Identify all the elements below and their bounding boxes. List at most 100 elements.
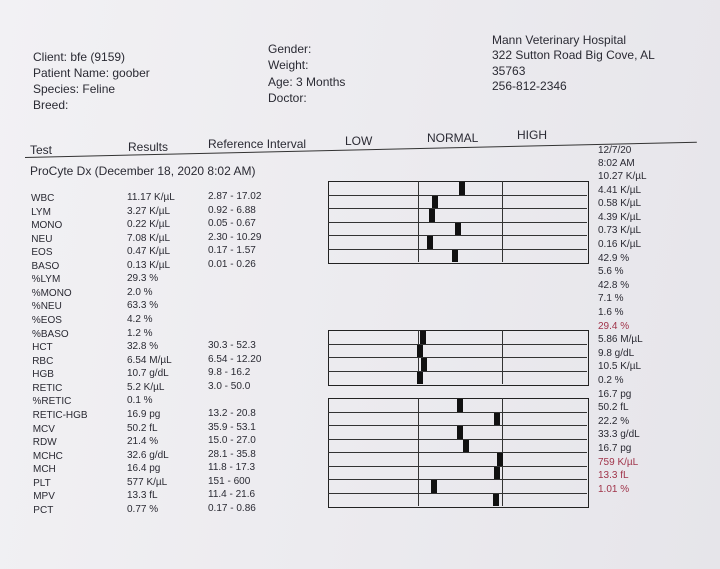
previous-value: 5.86 M/µL	[598, 334, 643, 346]
test-name: MONO	[31, 220, 63, 232]
reference-range: 0.92 - 6.88	[208, 204, 256, 216]
test-name: WBC	[31, 193, 55, 204]
col-test: Test	[30, 143, 53, 157]
previous-value: 50.2 fL	[598, 402, 629, 414]
result-marker	[417, 344, 423, 358]
previous-value: 10.5 K/µL	[598, 361, 642, 373]
graph-row-line	[328, 221, 587, 223]
test-name: PLT	[33, 477, 51, 489]
test-name: MCV	[32, 423, 55, 435]
result: 0.1 %	[127, 395, 153, 407]
result-marker	[417, 371, 423, 385]
range-graph	[328, 330, 589, 387]
previous-value: 0.16 K/µL	[598, 239, 642, 250]
result: 3.27 K/µL	[127, 205, 171, 217]
previous-time: 8:02 AM	[598, 158, 635, 169]
test-name: %BASO	[32, 328, 69, 340]
client: Client: bfe (9159)	[33, 50, 126, 64]
col-results: Results	[128, 140, 169, 154]
test-name: NEU	[31, 233, 53, 245]
test-name: %RETIC	[32, 396, 72, 408]
breed: Breed:	[33, 98, 69, 112]
test-name: PCT	[33, 504, 54, 516]
test-name: HGB	[32, 369, 54, 381]
result: 6.54 M/µL	[127, 354, 172, 366]
result: 577 K/µL	[127, 476, 168, 488]
result-marker	[431, 480, 437, 493]
graph-row-line	[328, 452, 587, 454]
previous-value: 42.8 %	[598, 279, 630, 291]
reference-range: 0.01 - 0.26	[208, 258, 256, 270]
clinic-address: 322 Sutton Road Big Cove, AL	[492, 48, 655, 62]
previous-value: 16.7 pg	[598, 388, 632, 400]
previous-value: 33.3 g/dL	[598, 429, 640, 441]
test-name: RDW	[32, 437, 57, 449]
graph-row-line	[328, 194, 587, 196]
age: Age: 3 Months	[268, 75, 346, 89]
graph-row-line	[328, 248, 587, 250]
result: 63.3 %	[127, 300, 159, 312]
previous-value: 4.39 K/µL	[598, 211, 642, 223]
graph-row-line	[328, 343, 587, 345]
test-name: %NEU	[31, 301, 62, 313]
result: 0.13 K/µL	[127, 259, 171, 271]
graph-row-line	[328, 357, 587, 359]
previous-value: 9.8 g/dL	[598, 347, 635, 359]
reference-range: 30.3 - 52.3	[208, 340, 256, 352]
reference-range: 6.54 - 12.20	[208, 353, 262, 365]
previous-value: 1.01 %	[598, 483, 630, 495]
reference-range: 0.17 - 1.57	[208, 245, 256, 257]
patient-name: Patient Name: goober	[33, 66, 150, 80]
result-marker	[494, 412, 500, 426]
previous-value: 10.27 K/µL	[598, 171, 647, 182]
result: 2.0 %	[127, 286, 153, 298]
previous-value: 22.2 %	[598, 415, 630, 427]
previous-value: 0.73 K/µL	[598, 225, 642, 237]
result-marker	[455, 222, 461, 236]
previous-value: 0.58 K/µL	[598, 198, 642, 210]
test-name: MCHC	[32, 450, 63, 462]
test-name: BASO	[31, 260, 60, 272]
previous-value: 0.2 %	[598, 375, 624, 386]
reference-range: 0.05 - 0.67	[208, 218, 256, 230]
range-graph	[328, 397, 589, 509]
graph-row-line	[328, 465, 587, 467]
result: 16.9 pg	[127, 408, 161, 420]
result: 7.08 K/µL	[127, 232, 171, 244]
result-marker	[429, 209, 435, 222]
previous-value: 1.6 %	[598, 307, 624, 318]
test-name: RBC	[32, 355, 54, 367]
result: 16.4 pg	[127, 463, 161, 475]
result: 29.3 %	[127, 273, 159, 285]
result: 0.47 K/µL	[127, 246, 171, 258]
reference-range: 13.2 - 20.8	[208, 407, 256, 419]
col-reference: Reference Interval	[208, 137, 307, 151]
result-marker	[420, 331, 426, 344]
graph-row-line	[328, 438, 587, 440]
previous-date: 12/7/20	[598, 145, 632, 156]
graph-row-line	[328, 479, 587, 481]
doctor: Doctor:	[268, 91, 307, 105]
graph-row-line	[328, 370, 587, 372]
result: 0.22 K/µL	[127, 219, 171, 231]
result: 0.77 %	[127, 503, 159, 515]
graph-row-line	[328, 425, 587, 427]
test-name: HCT	[32, 342, 53, 354]
result-marker	[463, 439, 469, 453]
result: 11.17 K/µL	[127, 192, 175, 203]
reference-range: 28.1 - 35.8	[208, 448, 256, 460]
reference-range: 2.87 - 17.02	[208, 191, 262, 202]
result: 1.2 %	[127, 327, 153, 339]
previous-value: 42.9 %	[598, 252, 630, 264]
col-high: HIGH	[517, 128, 547, 142]
gender: Gender:	[268, 42, 312, 56]
section-title: ProCyte Dx (December 18, 2020 8:02 AM)	[30, 164, 256, 178]
clinic-name: Mann Veterinary Hospital	[492, 33, 627, 47]
test-name: EOS	[31, 247, 53, 259]
result: 4.2 %	[127, 314, 153, 326]
test-name: RETIC	[32, 382, 63, 394]
result-marker	[421, 358, 427, 371]
reference-range: 15.0 - 27.0	[208, 435, 256, 447]
previous-value: 16.7 pg	[598, 443, 632, 454]
